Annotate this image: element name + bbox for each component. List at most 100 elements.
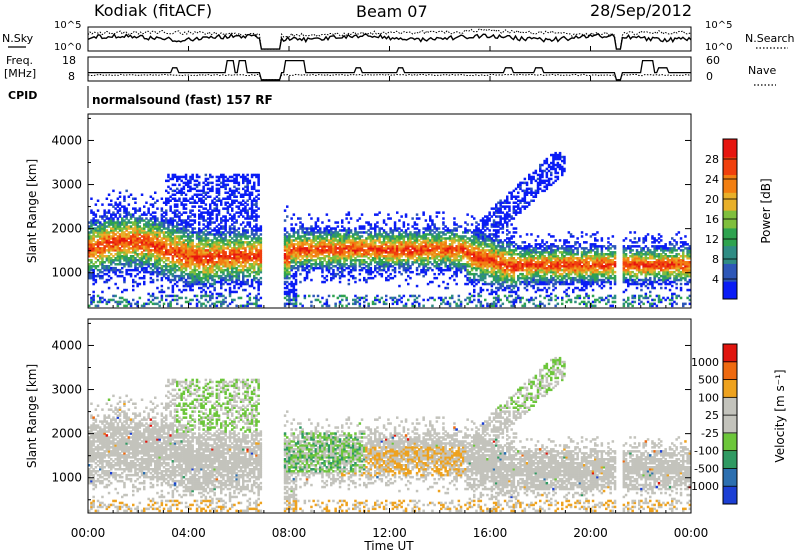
power-cell bbox=[224, 215, 227, 218]
power-cell bbox=[129, 302, 133, 306]
power-cell bbox=[160, 231, 164, 234]
power-cell bbox=[88, 272, 91, 276]
power-cell bbox=[222, 302, 225, 306]
power-cell bbox=[290, 217, 293, 220]
power-cell bbox=[314, 239, 318, 242]
power-cell bbox=[369, 231, 373, 234]
power-cell bbox=[206, 223, 210, 226]
power-cell bbox=[334, 304, 337, 308]
power-cell bbox=[352, 274, 355, 278]
power-cell bbox=[114, 223, 117, 226]
power-cell bbox=[198, 286, 201, 290]
power-cell bbox=[484, 235, 487, 238]
power-cell bbox=[253, 181, 256, 185]
power-cell bbox=[156, 241, 159, 244]
power-cell bbox=[160, 270, 164, 274]
power-cell bbox=[200, 243, 203, 246]
power-cell bbox=[297, 231, 300, 234]
power-cell bbox=[455, 235, 458, 238]
power-cell bbox=[151, 280, 155, 284]
power-cell bbox=[233, 185, 236, 189]
power-cell bbox=[134, 233, 137, 236]
power-cell bbox=[178, 215, 181, 218]
power-cell bbox=[121, 290, 124, 294]
power-cell bbox=[149, 255, 153, 258]
power-cell bbox=[211, 221, 214, 224]
power-cell bbox=[398, 253, 401, 256]
power-cell bbox=[259, 268, 263, 272]
power-cell bbox=[255, 253, 258, 256]
power-cell bbox=[459, 243, 463, 246]
power-cell bbox=[92, 268, 95, 272]
power-cell bbox=[259, 241, 263, 244]
power-cell bbox=[103, 261, 106, 264]
power-cell bbox=[435, 266, 439, 270]
power-cell bbox=[171, 211, 175, 214]
power-cell bbox=[376, 253, 379, 256]
power-cell bbox=[418, 263, 421, 266]
power-cell bbox=[138, 217, 142, 220]
power-cell bbox=[325, 300, 329, 304]
power-cell bbox=[206, 241, 210, 244]
power-cell bbox=[182, 266, 186, 270]
power-cell bbox=[292, 251, 296, 254]
power-cell bbox=[184, 199, 188, 202]
power-cell bbox=[193, 193, 197, 196]
power-cell bbox=[479, 233, 483, 236]
power-cell bbox=[365, 261, 368, 264]
power-cell bbox=[195, 193, 199, 196]
power-cell bbox=[107, 266, 111, 270]
power-cell bbox=[233, 243, 236, 246]
power-cell bbox=[378, 298, 381, 302]
power-cell bbox=[246, 211, 249, 214]
power-cell bbox=[101, 266, 104, 270]
power-cell bbox=[112, 298, 115, 302]
power-cell bbox=[134, 235, 137, 238]
power-cell bbox=[422, 253, 425, 256]
power-cell bbox=[288, 245, 291, 248]
power-cell bbox=[334, 251, 337, 254]
power-cell bbox=[154, 233, 157, 236]
power-cell bbox=[171, 255, 175, 258]
power-cell bbox=[248, 181, 252, 185]
power-cell bbox=[244, 304, 247, 308]
power-cell bbox=[292, 261, 296, 264]
power-cell bbox=[129, 243, 133, 246]
power-cell bbox=[250, 215, 254, 218]
power-cell bbox=[202, 302, 205, 306]
power-cell bbox=[435, 253, 439, 256]
power-cell bbox=[387, 253, 390, 256]
power-cell bbox=[149, 300, 153, 304]
power-cell bbox=[363, 239, 366, 242]
power-cell bbox=[209, 272, 212, 276]
power-cell bbox=[213, 282, 216, 286]
power-cell bbox=[286, 272, 289, 276]
power-cell bbox=[325, 255, 329, 258]
power-cell bbox=[259, 253, 263, 256]
power-cell bbox=[189, 185, 192, 189]
power-cell bbox=[189, 215, 192, 218]
power-cell bbox=[345, 241, 348, 244]
power-cell bbox=[140, 268, 144, 272]
power-cell bbox=[145, 223, 148, 226]
power-cell bbox=[217, 268, 221, 272]
power-cell bbox=[343, 268, 346, 272]
power-cell bbox=[228, 294, 232, 298]
power-cell bbox=[160, 215, 164, 218]
power-cell bbox=[202, 215, 205, 218]
power-cell bbox=[288, 251, 291, 254]
power-cell bbox=[237, 201, 241, 204]
power-cell bbox=[132, 237, 135, 240]
power-cell bbox=[316, 247, 320, 250]
power-cell bbox=[297, 253, 300, 256]
power-cell bbox=[92, 274, 95, 278]
power-cell bbox=[156, 227, 159, 230]
power-cell bbox=[154, 217, 157, 220]
power-cell bbox=[193, 187, 197, 191]
power-cell bbox=[220, 276, 223, 280]
power-cell bbox=[132, 227, 135, 230]
power-cell bbox=[371, 276, 375, 280]
power-cell bbox=[354, 243, 357, 246]
power-cell bbox=[257, 272, 260, 276]
power-cell bbox=[127, 261, 131, 264]
